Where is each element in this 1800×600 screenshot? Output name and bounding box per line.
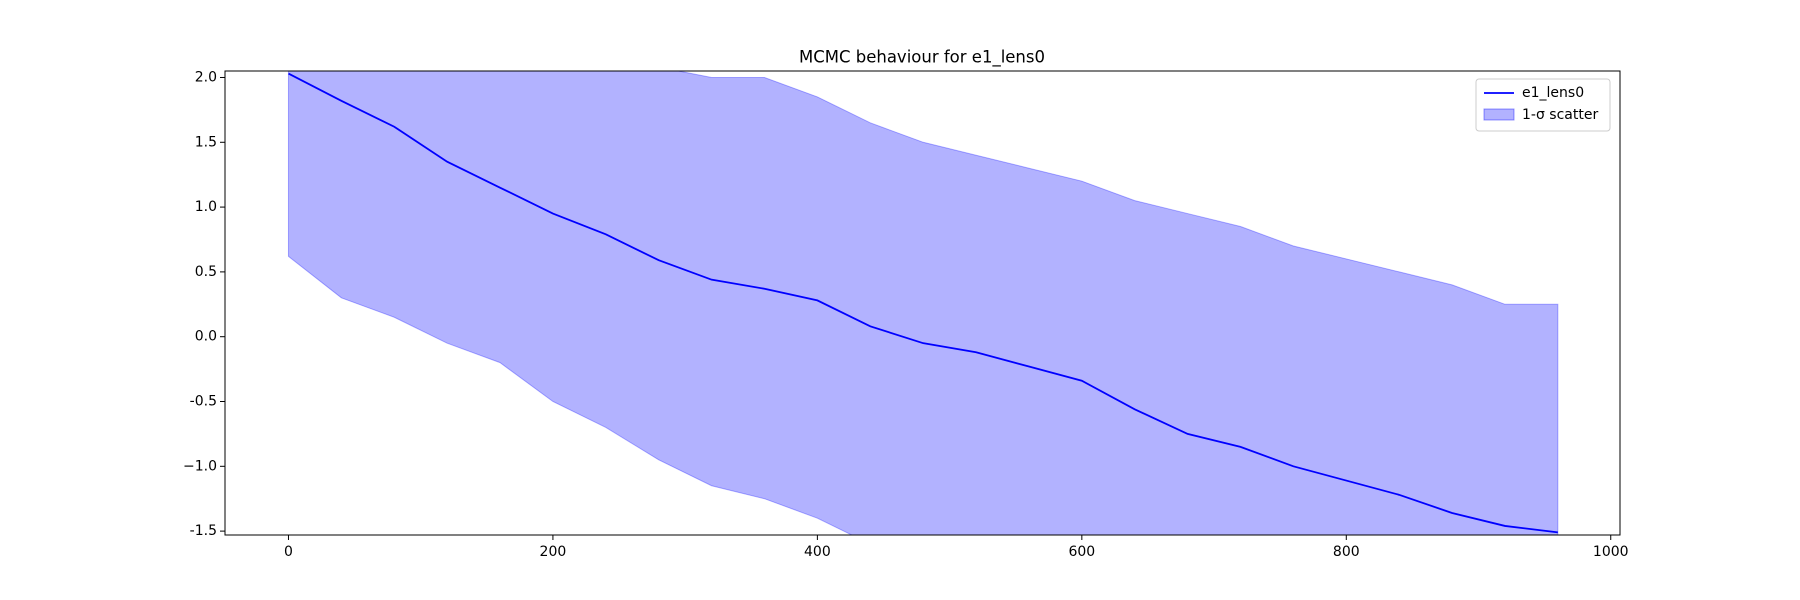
y-tick-label: 2.0 bbox=[195, 69, 217, 85]
y-tick-label: 1.5 bbox=[195, 134, 217, 150]
legend-box bbox=[1475, 78, 1611, 132]
x-tick-label: 200 bbox=[540, 544, 567, 560]
x-tick-label: 0 bbox=[284, 544, 293, 560]
y-tick-label: -1.5 bbox=[190, 523, 217, 539]
x-tick-label: 1000 bbox=[1593, 544, 1629, 560]
y-tick-label: 0.0 bbox=[195, 329, 217, 345]
axes-frame bbox=[224, 70, 1621, 536]
x-tick-label: 400 bbox=[804, 544, 831, 560]
y-tick-label: -0.5 bbox=[190, 394, 217, 410]
scatter-band bbox=[287, 71, 1559, 535]
chart-title: MCMC behaviour for e1_lens0 bbox=[799, 48, 1045, 68]
legend-label: 1-σ scatter bbox=[1522, 107, 1598, 123]
legend-patch bbox=[1483, 108, 1515, 121]
y-tick-label: 1.0 bbox=[195, 199, 217, 215]
x-tick-label: 600 bbox=[1068, 544, 1095, 560]
series-line bbox=[288, 72, 1558, 534]
legend-label: e1_lens0 bbox=[1522, 85, 1584, 101]
y-tick-label: 0.5 bbox=[195, 264, 217, 280]
y-tick-label: −1.0 bbox=[183, 458, 217, 474]
x-tick-label: 800 bbox=[1333, 544, 1360, 560]
plot-area bbox=[287, 71, 1559, 535]
